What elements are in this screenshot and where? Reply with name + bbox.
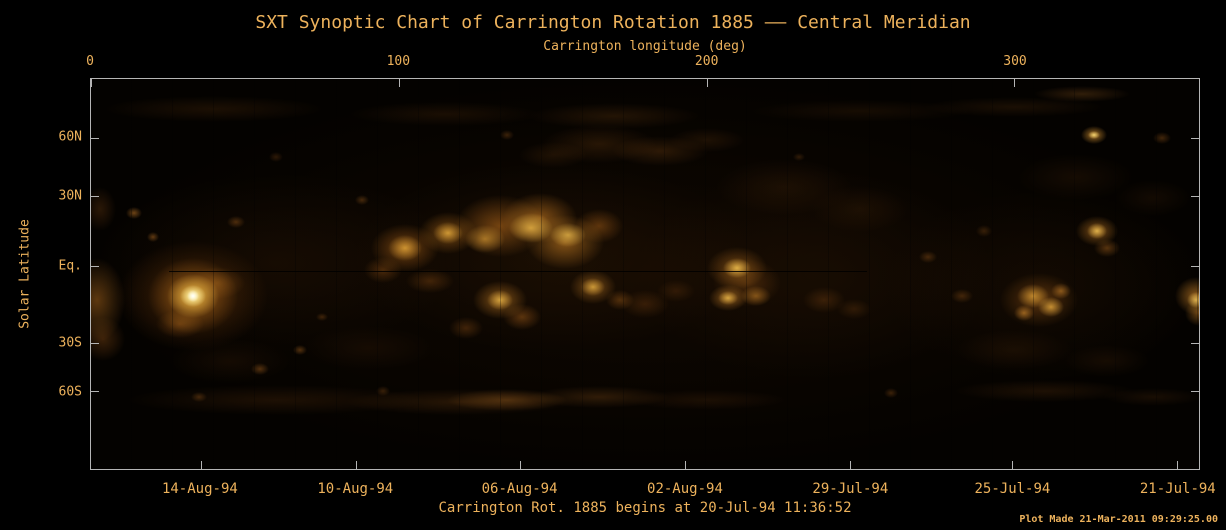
x-tick-label: 200 bbox=[694, 54, 719, 69]
date-tick-label: 02-Aug-94 bbox=[647, 481, 723, 497]
date-tick-mark bbox=[684, 461, 686, 469]
date-tick-label: 29-Jul-94 bbox=[812, 481, 889, 497]
date-tick-label: 25-Jul-94 bbox=[974, 481, 1051, 497]
x-tick-label: 300 bbox=[1003, 54, 1027, 69]
y-tick-mark-right bbox=[1191, 196, 1199, 198]
y-axis-tick-labels: 60N 30N Eq. 30S 60S bbox=[30, 78, 82, 470]
y-tick-label: 60N bbox=[58, 129, 82, 145]
rotation-start-caption: Carrington Rot. 1885 begins at 20-Jul-94… bbox=[438, 500, 852, 516]
x-tick-label: 0 bbox=[86, 54, 94, 69]
chart-title: SXT Synoptic Chart of Carrington Rotatio… bbox=[255, 12, 971, 33]
x-axis-label: Carrington longitude (deg) bbox=[543, 39, 747, 54]
x-tick-mark bbox=[91, 79, 92, 87]
date-tick-label: 21-Jul-94 bbox=[1139, 481, 1216, 497]
date-tick-label: 10-Aug-94 bbox=[317, 481, 394, 497]
y-tick-mark-right bbox=[1191, 266, 1199, 268]
plot-made-timestamp: Plot Made 21-Mar-2011 09:29:25.00 bbox=[1019, 514, 1218, 525]
x-tick-label: 100 bbox=[386, 54, 411, 69]
y-tick-mark-right bbox=[1191, 137, 1199, 139]
y-tick-mark-left bbox=[91, 137, 99, 139]
date-axis-tick-labels: 14-Aug-94 10-Aug-94 06-Aug-94 02-Aug-94 29-J… bbox=[90, 481, 1216, 499]
date-tick-label: 14-Aug-94 bbox=[161, 481, 238, 497]
mosaic-seams-overlay bbox=[91, 79, 1199, 469]
y-tick-mark-left bbox=[91, 266, 99, 268]
y-tick-mark-left bbox=[91, 196, 99, 198]
y-tick-label: Eq. bbox=[58, 258, 82, 274]
y-tick-label: 60S bbox=[58, 384, 82, 400]
x-tick-mark bbox=[706, 79, 708, 87]
date-tick-label: 06-Aug-94 bbox=[481, 481, 558, 497]
y-tick-mark-right bbox=[1191, 391, 1199, 393]
y-tick-mark-left bbox=[91, 391, 99, 393]
date-tick-mark bbox=[849, 461, 851, 469]
x-axis-tick-labels: 0 100 200 300 bbox=[86, 54, 1200, 70]
equator-seam-line bbox=[168, 270, 867, 272]
x-tick-mark bbox=[398, 79, 400, 87]
date-tick-mark bbox=[200, 461, 202, 469]
y-tick-label: 30S bbox=[58, 335, 82, 351]
synoptic-map bbox=[90, 78, 1200, 470]
y-tick-mark-right bbox=[1191, 342, 1199, 344]
date-tick-mark bbox=[1011, 461, 1013, 469]
x-tick-mark bbox=[1014, 79, 1016, 87]
date-tick-mark bbox=[1176, 461, 1178, 469]
y-tick-label: 30N bbox=[58, 188, 82, 204]
date-tick-mark bbox=[519, 461, 521, 469]
y-tick-mark-left bbox=[91, 342, 99, 344]
date-tick-mark bbox=[355, 461, 357, 469]
